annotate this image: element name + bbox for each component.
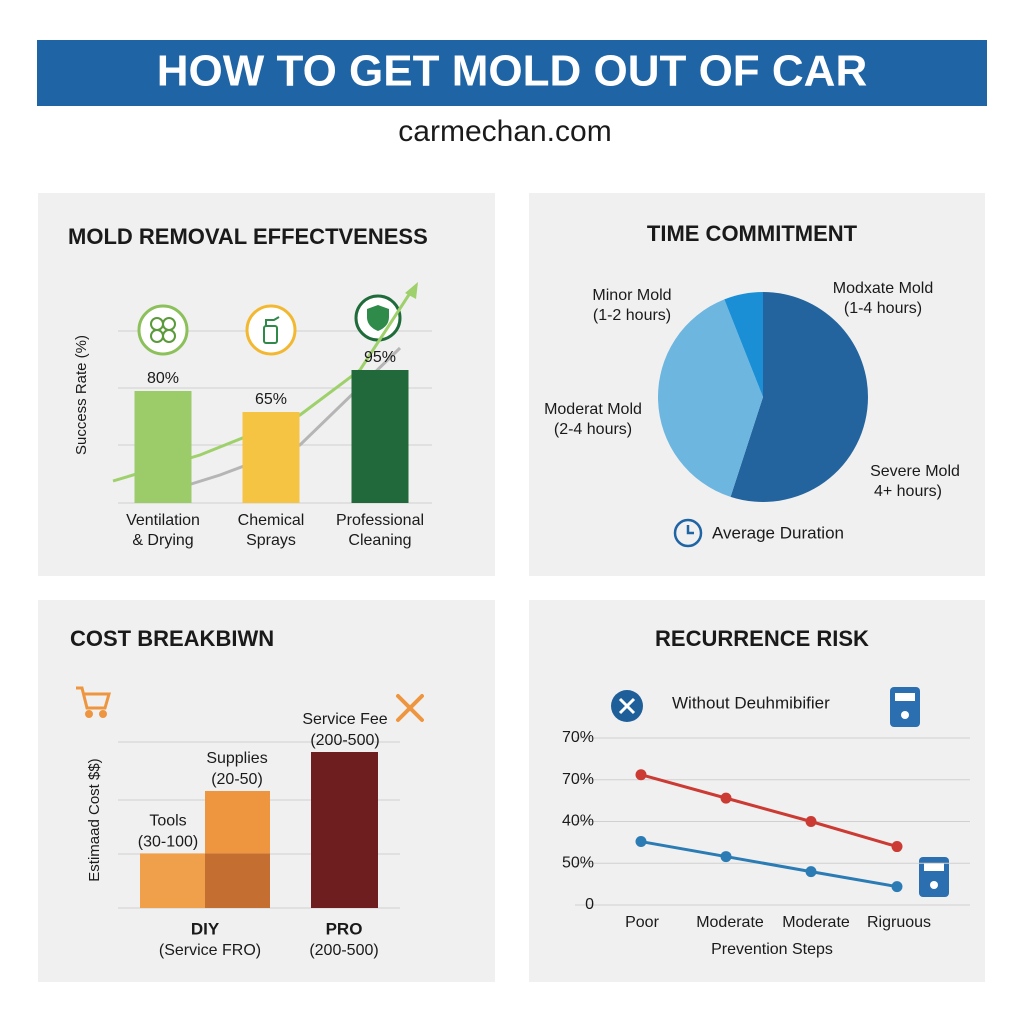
x-tick-label: Rigruous [867, 914, 931, 931]
x-tick-label: Moderate [696, 914, 764, 931]
y-tick-label: 50% [562, 854, 594, 871]
panel-title: TIME COMMITMENT [647, 221, 858, 246]
y-tick-label: 40% [562, 813, 594, 830]
y-tick-label: 0 [585, 896, 594, 913]
data-point [805, 866, 817, 878]
segment-range: (30-100) [138, 834, 198, 851]
dehumidifier-icon [890, 687, 949, 897]
data-point [720, 851, 732, 863]
category-label: DIY [191, 919, 220, 938]
y-axis-label: Success Rate (%) [73, 335, 90, 455]
arrow-head [405, 282, 418, 299]
cart-icon [76, 686, 111, 718]
panel-title: RECURRENCE RISK [655, 626, 869, 651]
pie-slice [658, 299, 763, 497]
data-point [891, 881, 903, 893]
bar-segment [205, 791, 270, 854]
value-label: 65% [255, 391, 287, 408]
slice-label: Modxate Mold [833, 280, 934, 297]
segment-label: Service Fee [302, 711, 387, 728]
data-point [805, 816, 817, 827]
category-label: Ventilation & Drying [126, 512, 200, 549]
page-title: HOW TO GET MOLD OUT OF CAR [157, 47, 867, 96]
category-label: PRO [326, 919, 363, 938]
y-tick-label: 70% [562, 729, 594, 746]
data-point [891, 841, 903, 853]
category-detail: (200-500) [309, 942, 378, 959]
x-tick-label: Moderate [782, 914, 850, 931]
slice-label: Severe Mold [870, 463, 960, 480]
segment-label: Supplies [206, 750, 267, 767]
segment-range: (20-50) [211, 771, 263, 788]
value-label: 80% [147, 370, 179, 387]
x-axis-label: Prevention Steps [711, 941, 833, 958]
data-point [635, 836, 647, 848]
tools-icon [396, 694, 424, 722]
y-tick-label: 70% [562, 771, 594, 788]
category-detail: (Service FRO) [159, 942, 261, 959]
header-bar [37, 40, 987, 106]
slice-detail: (1-4 hours) [844, 300, 922, 317]
bar [242, 412, 300, 503]
slice-label: Moderat Mold [544, 401, 642, 418]
segment-shade [205, 853, 270, 908]
bar-segment [311, 752, 378, 908]
segment-range: (200-500) [310, 732, 379, 749]
value-label: 95% [364, 349, 396, 366]
bar [134, 391, 192, 503]
method-icons [137, 294, 402, 356]
pie-slice [724, 292, 763, 397]
pie-slice [730, 397, 868, 503]
pie-slice [763, 292, 868, 397]
slice-detail: (1-2 hours) [593, 307, 671, 324]
data-point [720, 792, 732, 804]
panel-title: MOLD REMOVAL EFFECTVENESS [68, 224, 428, 249]
panel [529, 600, 985, 982]
slice-detail: 4+ hours) [874, 483, 942, 500]
series-line [640, 773, 898, 848]
y-axis-label: Estimaad Cost $$) [86, 758, 103, 881]
note: Average Duration [712, 523, 844, 542]
cross-icon [611, 690, 643, 722]
slice-label: Minor Mold [592, 287, 671, 304]
bar [351, 370, 409, 503]
data-point [635, 769, 647, 781]
clock-icon [673, 518, 703, 548]
x-tick-label: Poor [625, 914, 659, 931]
segment-label: Tools [149, 813, 186, 830]
series-line [640, 840, 898, 889]
category-label: Chemical Sprays [238, 512, 305, 549]
category-label: Professional Cleaning [336, 512, 424, 549]
legend-entry: Without Deuhmibifier [672, 693, 830, 712]
subtitle: carmechan.com [398, 115, 611, 148]
panel [38, 193, 495, 576]
panel-title: COST BREAKBIWN [70, 626, 274, 651]
slice-detail: (2-4 hours) [554, 421, 632, 438]
